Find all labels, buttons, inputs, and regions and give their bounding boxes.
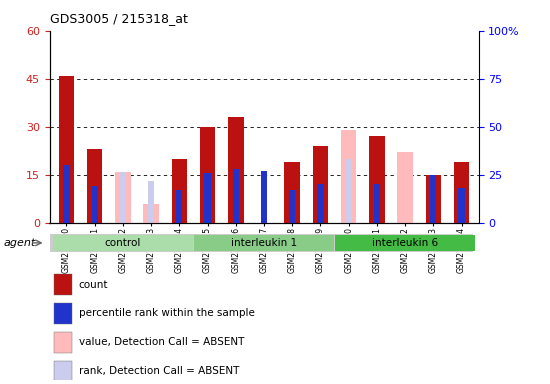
- Bar: [228, 117, 244, 223]
- Bar: [289, 190, 295, 223]
- Bar: [335, 235, 475, 251]
- Bar: [459, 188, 465, 223]
- Bar: [341, 130, 356, 223]
- Text: count: count: [79, 280, 108, 290]
- Bar: [233, 169, 239, 223]
- Text: control: control: [104, 238, 141, 248]
- Bar: [87, 149, 102, 223]
- Text: GDS3005 / 215318_at: GDS3005 / 215318_at: [50, 12, 188, 25]
- Bar: [313, 146, 328, 223]
- Bar: [63, 165, 69, 223]
- Bar: [144, 204, 159, 223]
- Bar: [91, 186, 98, 223]
- Bar: [115, 172, 131, 223]
- Text: interleukin 6: interleukin 6: [372, 238, 438, 248]
- Bar: [426, 175, 441, 223]
- Bar: [261, 171, 267, 223]
- Bar: [430, 175, 437, 223]
- Bar: [369, 136, 384, 223]
- Bar: [374, 184, 380, 223]
- Bar: [54, 361, 72, 381]
- Text: interleukin 1: interleukin 1: [231, 238, 297, 248]
- Bar: [53, 235, 193, 251]
- Bar: [205, 173, 211, 223]
- Bar: [284, 162, 300, 223]
- Bar: [317, 184, 323, 223]
- Bar: [120, 172, 126, 223]
- Bar: [454, 162, 469, 223]
- Bar: [54, 332, 72, 353]
- Bar: [148, 181, 154, 223]
- Text: value, Detection Call = ABSENT: value, Detection Call = ABSENT: [79, 337, 244, 347]
- Text: rank, Detection Call = ABSENT: rank, Detection Call = ABSENT: [79, 366, 239, 376]
- Bar: [200, 127, 215, 223]
- Bar: [54, 303, 72, 324]
- Bar: [176, 190, 183, 223]
- Bar: [345, 159, 352, 223]
- Text: percentile rank within the sample: percentile rank within the sample: [79, 308, 255, 318]
- Bar: [59, 76, 74, 223]
- Bar: [397, 152, 413, 223]
- Text: agent: agent: [4, 238, 36, 248]
- Bar: [172, 159, 187, 223]
- Bar: [194, 235, 334, 251]
- Bar: [54, 274, 72, 295]
